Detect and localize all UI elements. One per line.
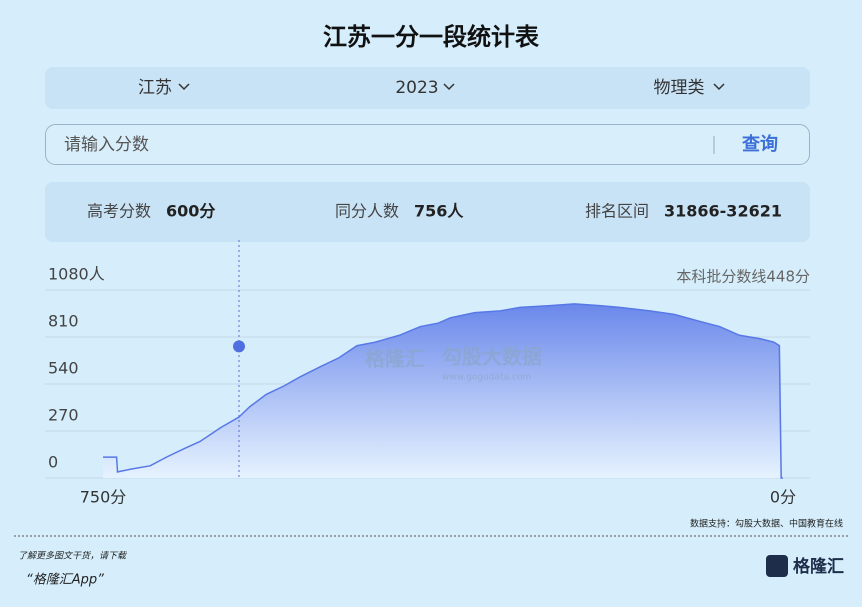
search-button[interactable]: 查询 bbox=[742, 133, 778, 155]
title: 江苏一分一段统计表 bbox=[323, 23, 540, 51]
y-tick-label: 0 bbox=[48, 453, 58, 472]
stats-panel bbox=[45, 182, 810, 242]
footer-app: “格隆汇App” bbox=[26, 573, 104, 588]
y-tick-label: 1080人 bbox=[48, 265, 105, 284]
x-tick-label: 0分 bbox=[770, 488, 796, 507]
filter-subject[interactable]: 物理类 bbox=[654, 78, 705, 98]
x-tick-label: 750分 bbox=[80, 488, 127, 507]
chevron bbox=[713, 83, 725, 91]
chevron bbox=[178, 83, 190, 91]
logo-text: 格隆汇 bbox=[793, 556, 844, 577]
filter-bar bbox=[45, 67, 810, 109]
filter-year[interactable]: 2023 bbox=[395, 78, 438, 98]
stat-value: 31866-32621 bbox=[664, 202, 782, 221]
filter[interactable]: 江苏 bbox=[138, 78, 190, 98]
highlight-point bbox=[233, 340, 245, 353]
watermark-data: 勾股大数据 bbox=[442, 345, 542, 369]
y-tick-label: 810 bbox=[48, 312, 79, 331]
footer-note: 了解更多图文干货，请下载 bbox=[18, 551, 127, 562]
stat-label: 同分人数 bbox=[335, 202, 399, 221]
y-tick-label: 270 bbox=[48, 406, 79, 425]
search-placeholder: 请输入分数 bbox=[64, 135, 149, 155]
logo-icon bbox=[766, 555, 788, 577]
line bbox=[103, 303, 783, 479]
watermark-url: www.gogudata.com bbox=[442, 373, 531, 383]
watermark-brand: 格隆汇 bbox=[365, 347, 425, 371]
stat-label: 高考分数 bbox=[87, 202, 151, 221]
stat-value: 756人 bbox=[414, 202, 464, 221]
search-box[interactable] bbox=[45, 124, 810, 165]
chevron bbox=[443, 83, 455, 91]
source: 数据支持：勾股大数据、中国教育在线 bbox=[690, 518, 843, 530]
y-tick-label: 540 bbox=[48, 359, 79, 378]
filter-province[interactable]: 江苏 bbox=[138, 78, 172, 98]
stat-value: 600分 bbox=[166, 202, 215, 221]
area bbox=[103, 303, 783, 478]
annotation: 本科批分数线448分 bbox=[676, 268, 810, 286]
filter[interactable]: 物理类 bbox=[654, 78, 725, 98]
stat-label: 排名区间 bbox=[585, 202, 649, 221]
chart: 1080人 810 540 270 0 750分 0分 本科批分数线448分 bbox=[45, 240, 810, 507]
filter[interactable]: 2023 bbox=[395, 78, 455, 98]
